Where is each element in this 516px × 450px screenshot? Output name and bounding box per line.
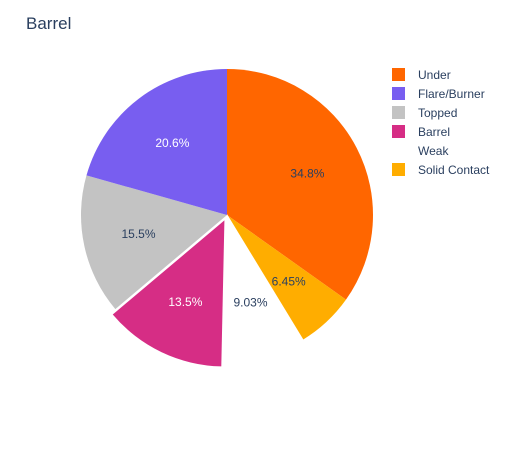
pie-slices [81,69,373,367]
slice-label-solid-contact: 6.45% [272,274,306,288]
legend: Under Flare/Burner Topped Barrel Weak Solid C… [392,68,490,177]
slice-label-under: 34.8% [290,167,324,181]
pie-slice-weak[interactable] [223,213,304,362]
slice-label-weak: 9.03% [233,295,267,309]
legend-swatch-weak [392,144,405,157]
slice-label-flare-burner: 20.6% [155,136,189,150]
legend-item-solid-contact[interactable]: Solid Contact [392,163,490,177]
pie-slice-labels: 34.8% 6.45% 9.03% 13.5% 15.5% 20.6% [122,136,325,310]
legend-label-solid-contact: Solid Contact [418,163,490,177]
pie-slice-topped[interactable] [81,175,227,310]
legend-label-under: Under [418,68,451,82]
legend-swatch-under [392,68,405,81]
legend-swatch-topped [392,106,405,119]
pie-slice-solid-contact[interactable] [227,215,346,340]
legend-label-weak: Weak [418,144,449,158]
legend-item-under[interactable]: Under [392,68,451,82]
legend-swatch-flare-burner [392,87,405,100]
pie-slice-under[interactable] [227,69,373,300]
pie-slice-flare-burner[interactable] [86,69,227,215]
slice-label-topped: 15.5% [122,227,156,241]
pie-slice-barrel[interactable] [112,220,225,367]
legend-item-weak[interactable]: Weak [392,144,449,158]
legend-label-barrel: Barrel [418,125,450,139]
legend-label-topped: Topped [418,106,457,120]
legend-swatch-solid-contact [392,163,405,176]
legend-item-flare-burner[interactable]: Flare/Burner [392,87,485,101]
slice-label-barrel: 13.5% [168,295,202,309]
legend-item-topped[interactable]: Topped [392,106,457,120]
legend-label-flare-burner: Flare/Burner [418,87,485,101]
chart-title: Barrel [26,14,71,33]
legend-item-barrel[interactable]: Barrel [392,125,450,139]
legend-swatch-barrel [392,125,405,138]
